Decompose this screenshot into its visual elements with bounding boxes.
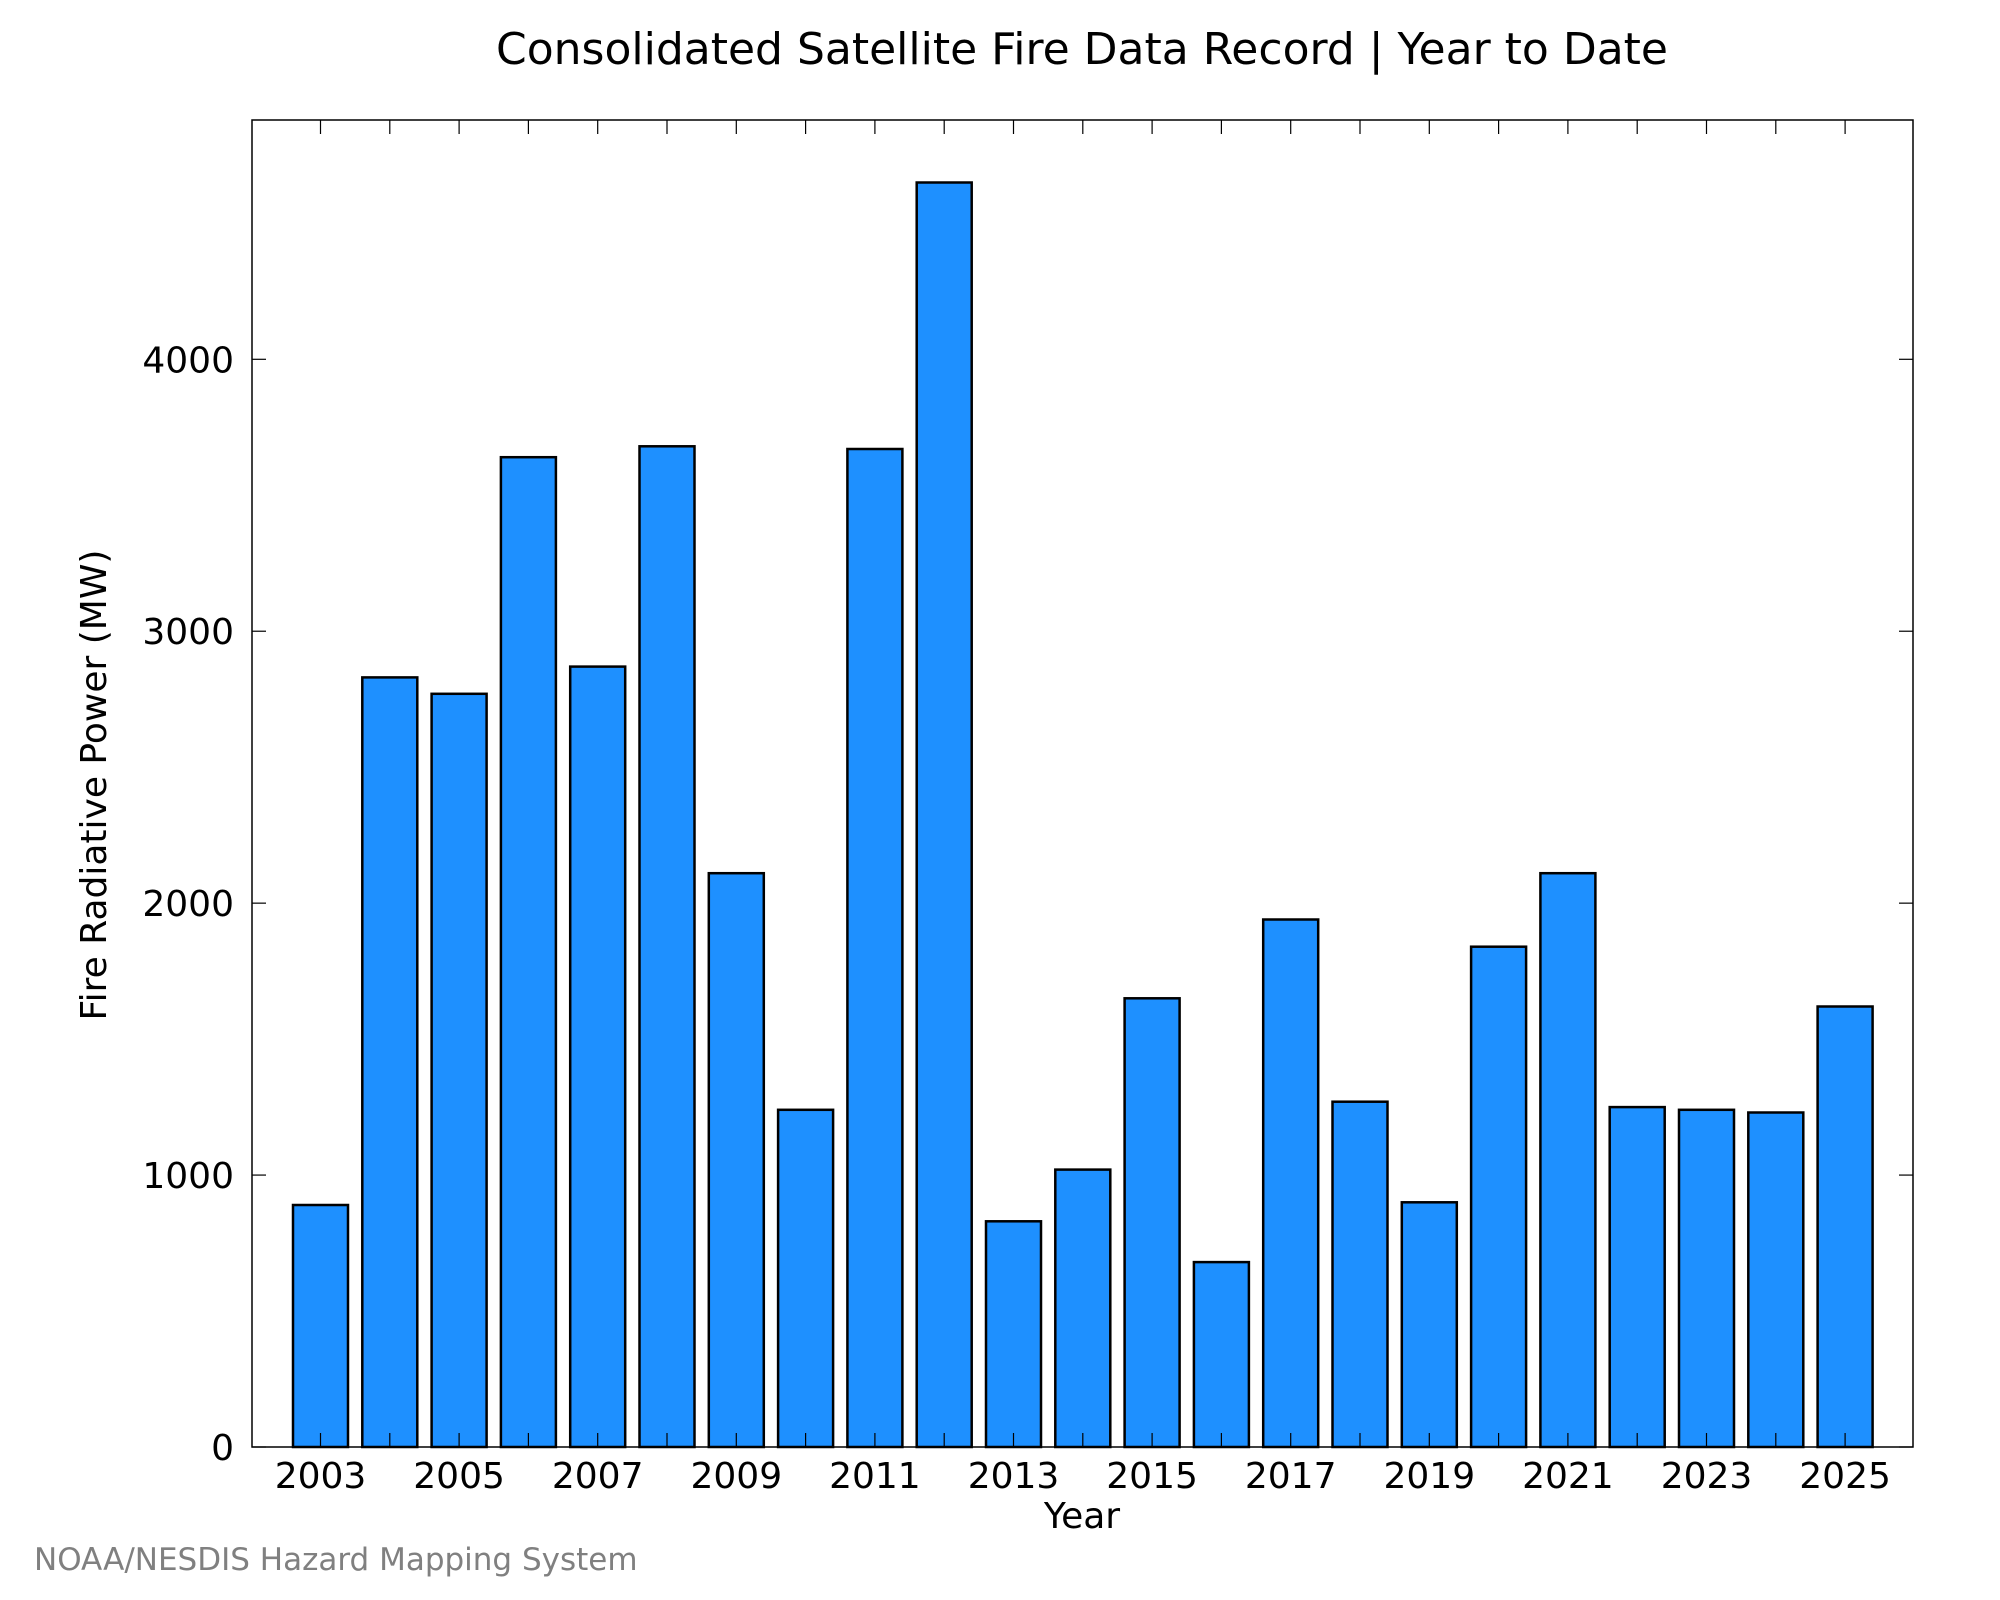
bar-2015 — [1123, 997, 1181, 1449]
bar-2018 — [1331, 1100, 1389, 1449]
bar-2014 — [1054, 1168, 1112, 1449]
bar-2007 — [568, 665, 627, 1449]
bar-2005 — [430, 692, 488, 1449]
bar-2010 — [776, 1108, 835, 1449]
y-tick-label-3000: 3000 — [142, 612, 234, 653]
x-tick-label-2021: 2021 — [1522, 1456, 1614, 1497]
x-tick-label-2015: 2015 — [1106, 1456, 1198, 1497]
bar-2003 — [291, 1203, 350, 1449]
y-tick-label-1000: 1000 — [142, 1156, 234, 1197]
x-tick-label-2019: 2019 — [1383, 1456, 1475, 1497]
bar-2025 — [1816, 1005, 1874, 1449]
x-tick-label-2017: 2017 — [1245, 1456, 1337, 1497]
y-tick-label-0: 0 — [211, 1428, 234, 1469]
bar-2019 — [1400, 1201, 1459, 1449]
bar-2013 — [984, 1220, 1043, 1449]
x-tick-label-2005: 2005 — [413, 1456, 505, 1497]
x-tick-label-2023: 2023 — [1661, 1456, 1753, 1497]
y-tick-label-2000: 2000 — [142, 884, 234, 925]
y-tick-label-4000: 4000 — [142, 340, 234, 381]
bar-2012 — [915, 181, 973, 1449]
x-axis-ticks: 2003 2005 2007 2009 2011 2013 2015 2017 2019 2021… — [275, 120, 1891, 1497]
bars-group — [291, 181, 1874, 1449]
x-axis-label: Year — [1043, 1496, 1120, 1537]
y-axis-ticks: 0 1000 2000 3000 4000 — [142, 340, 1913, 1469]
chart-title: Consolidated Satellite Fire Data Record … — [496, 24, 1668, 75]
bar-2022 — [1608, 1105, 1666, 1449]
bar-2023 — [1677, 1108, 1736, 1449]
bar-2017 — [1261, 918, 1320, 1449]
x-tick-label-2013: 2013 — [968, 1456, 1060, 1497]
bar-2021 — [1539, 871, 1597, 1449]
footer-credit: NOAA/NESDIS Hazard Mapping System — [34, 1542, 638, 1578]
x-tick-label-2011: 2011 — [829, 1456, 921, 1497]
bar-2016 — [1192, 1260, 1251, 1449]
bar-2020 — [1469, 945, 1528, 1449]
bar-2009 — [707, 871, 766, 1449]
bar-2011 — [846, 447, 904, 1449]
bar-2006 — [499, 455, 558, 1449]
bar-2008 — [638, 445, 696, 1449]
bar-2024 — [1747, 1111, 1805, 1449]
x-tick-label-2009: 2009 — [690, 1456, 782, 1497]
x-tick-label-2025: 2025 — [1799, 1456, 1891, 1497]
bar-2004 — [361, 676, 419, 1449]
x-tick-label-2007: 2007 — [552, 1456, 644, 1497]
x-tick-label-2003: 2003 — [275, 1456, 367, 1497]
y-axis-label: Fire Radiative Power (MW) — [74, 550, 115, 1021]
